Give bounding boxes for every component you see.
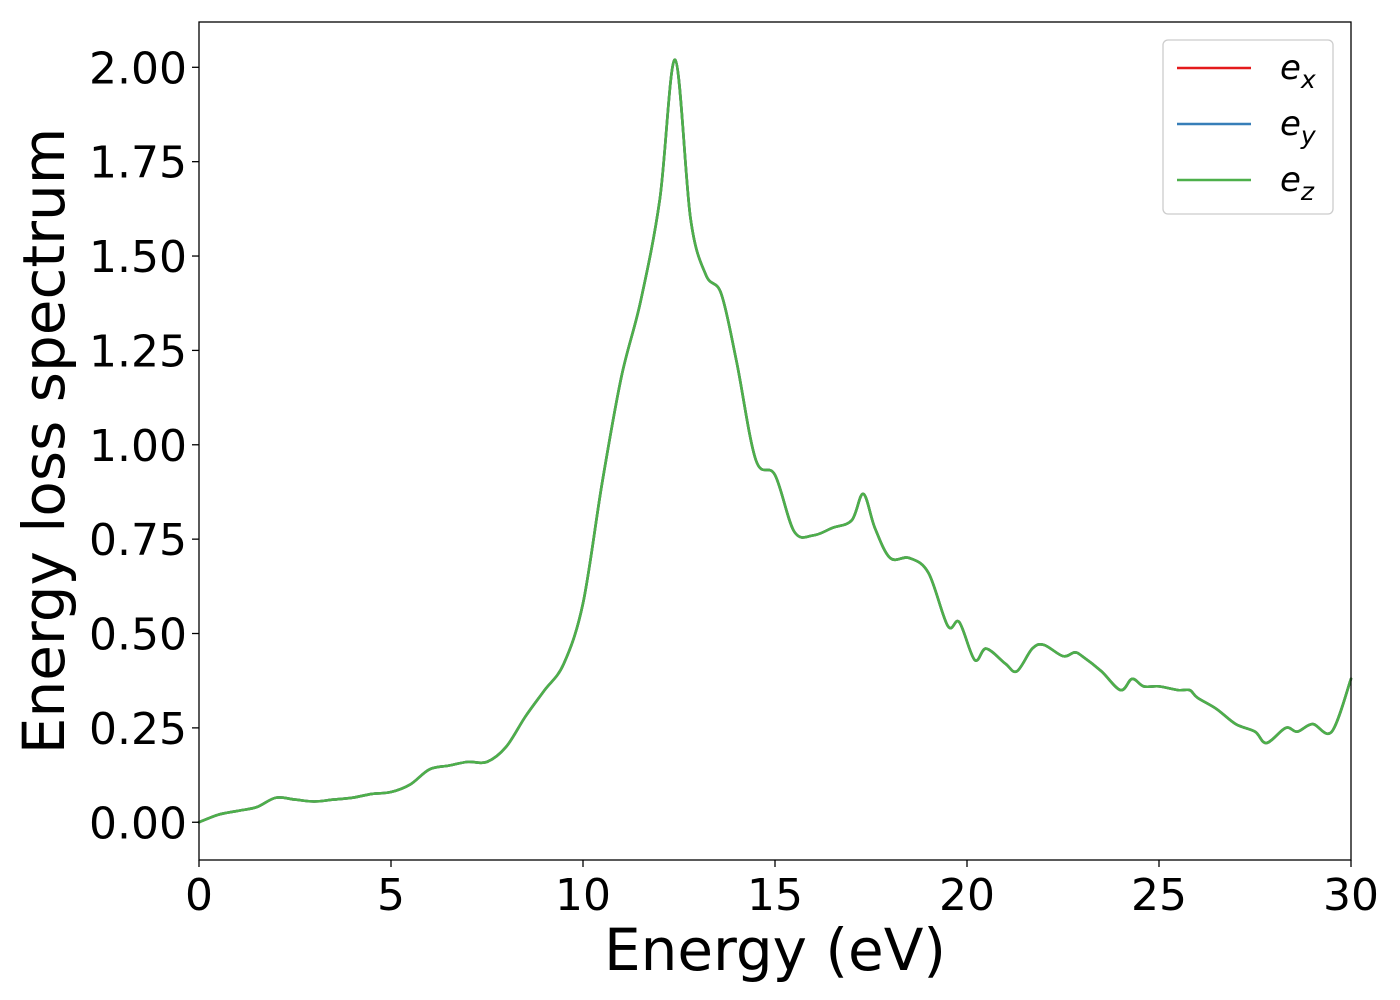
y-tick-label: 2.00 (89, 43, 187, 94)
legend-box (1162, 39, 1334, 215)
legend-label-ey: ey (1280, 104, 1317, 150)
legend-label-base: e (1280, 48, 1301, 88)
legend-label-base: e (1280, 160, 1301, 200)
x-axis: 0 5 10 15 20 25 30 (185, 860, 1379, 921)
y-tick-label: 1.75 (89, 138, 187, 189)
x-tick-label: 30 (1323, 870, 1379, 921)
legend-label-base: e (1280, 104, 1301, 144)
x-axis-label: Energy (eV) (604, 916, 946, 984)
legend-label-subscript: x (1300, 65, 1316, 94)
legend-label-ez: ez (1280, 160, 1315, 206)
y-tick-label: 1.00 (89, 421, 187, 472)
plot-background (199, 22, 1351, 860)
y-tick-label: 0.00 (89, 798, 187, 849)
y-tick-label: 1.25 (89, 326, 187, 377)
x-tick-label: 10 (555, 870, 611, 921)
y-axis-label: Energy loss spectrum (10, 128, 78, 754)
y-axis: 0.00 0.25 0.50 0.75 1.00 1.25 1.50 1.75 2.00 (89, 43, 199, 849)
y-tick-label: 0.75 (89, 515, 187, 566)
x-tick-label: 25 (1131, 870, 1187, 921)
series-line-ez (197, 58, 1353, 824)
series-layer (197, 58, 1353, 824)
x-tick-label: 5 (377, 870, 405, 921)
x-tick-label: 0 (185, 870, 213, 921)
legend-label-subscript: y (1300, 121, 1317, 150)
x-tick-label: 15 (747, 870, 803, 921)
y-tick-label: 0.50 (89, 610, 187, 661)
x-tick-label: 20 (939, 870, 995, 921)
legend-label-ex: ex (1280, 48, 1316, 94)
y-tick-label: 1.50 (89, 232, 187, 283)
legend-label-subscript: z (1300, 177, 1315, 206)
y-tick-label: 0.25 (89, 704, 187, 755)
